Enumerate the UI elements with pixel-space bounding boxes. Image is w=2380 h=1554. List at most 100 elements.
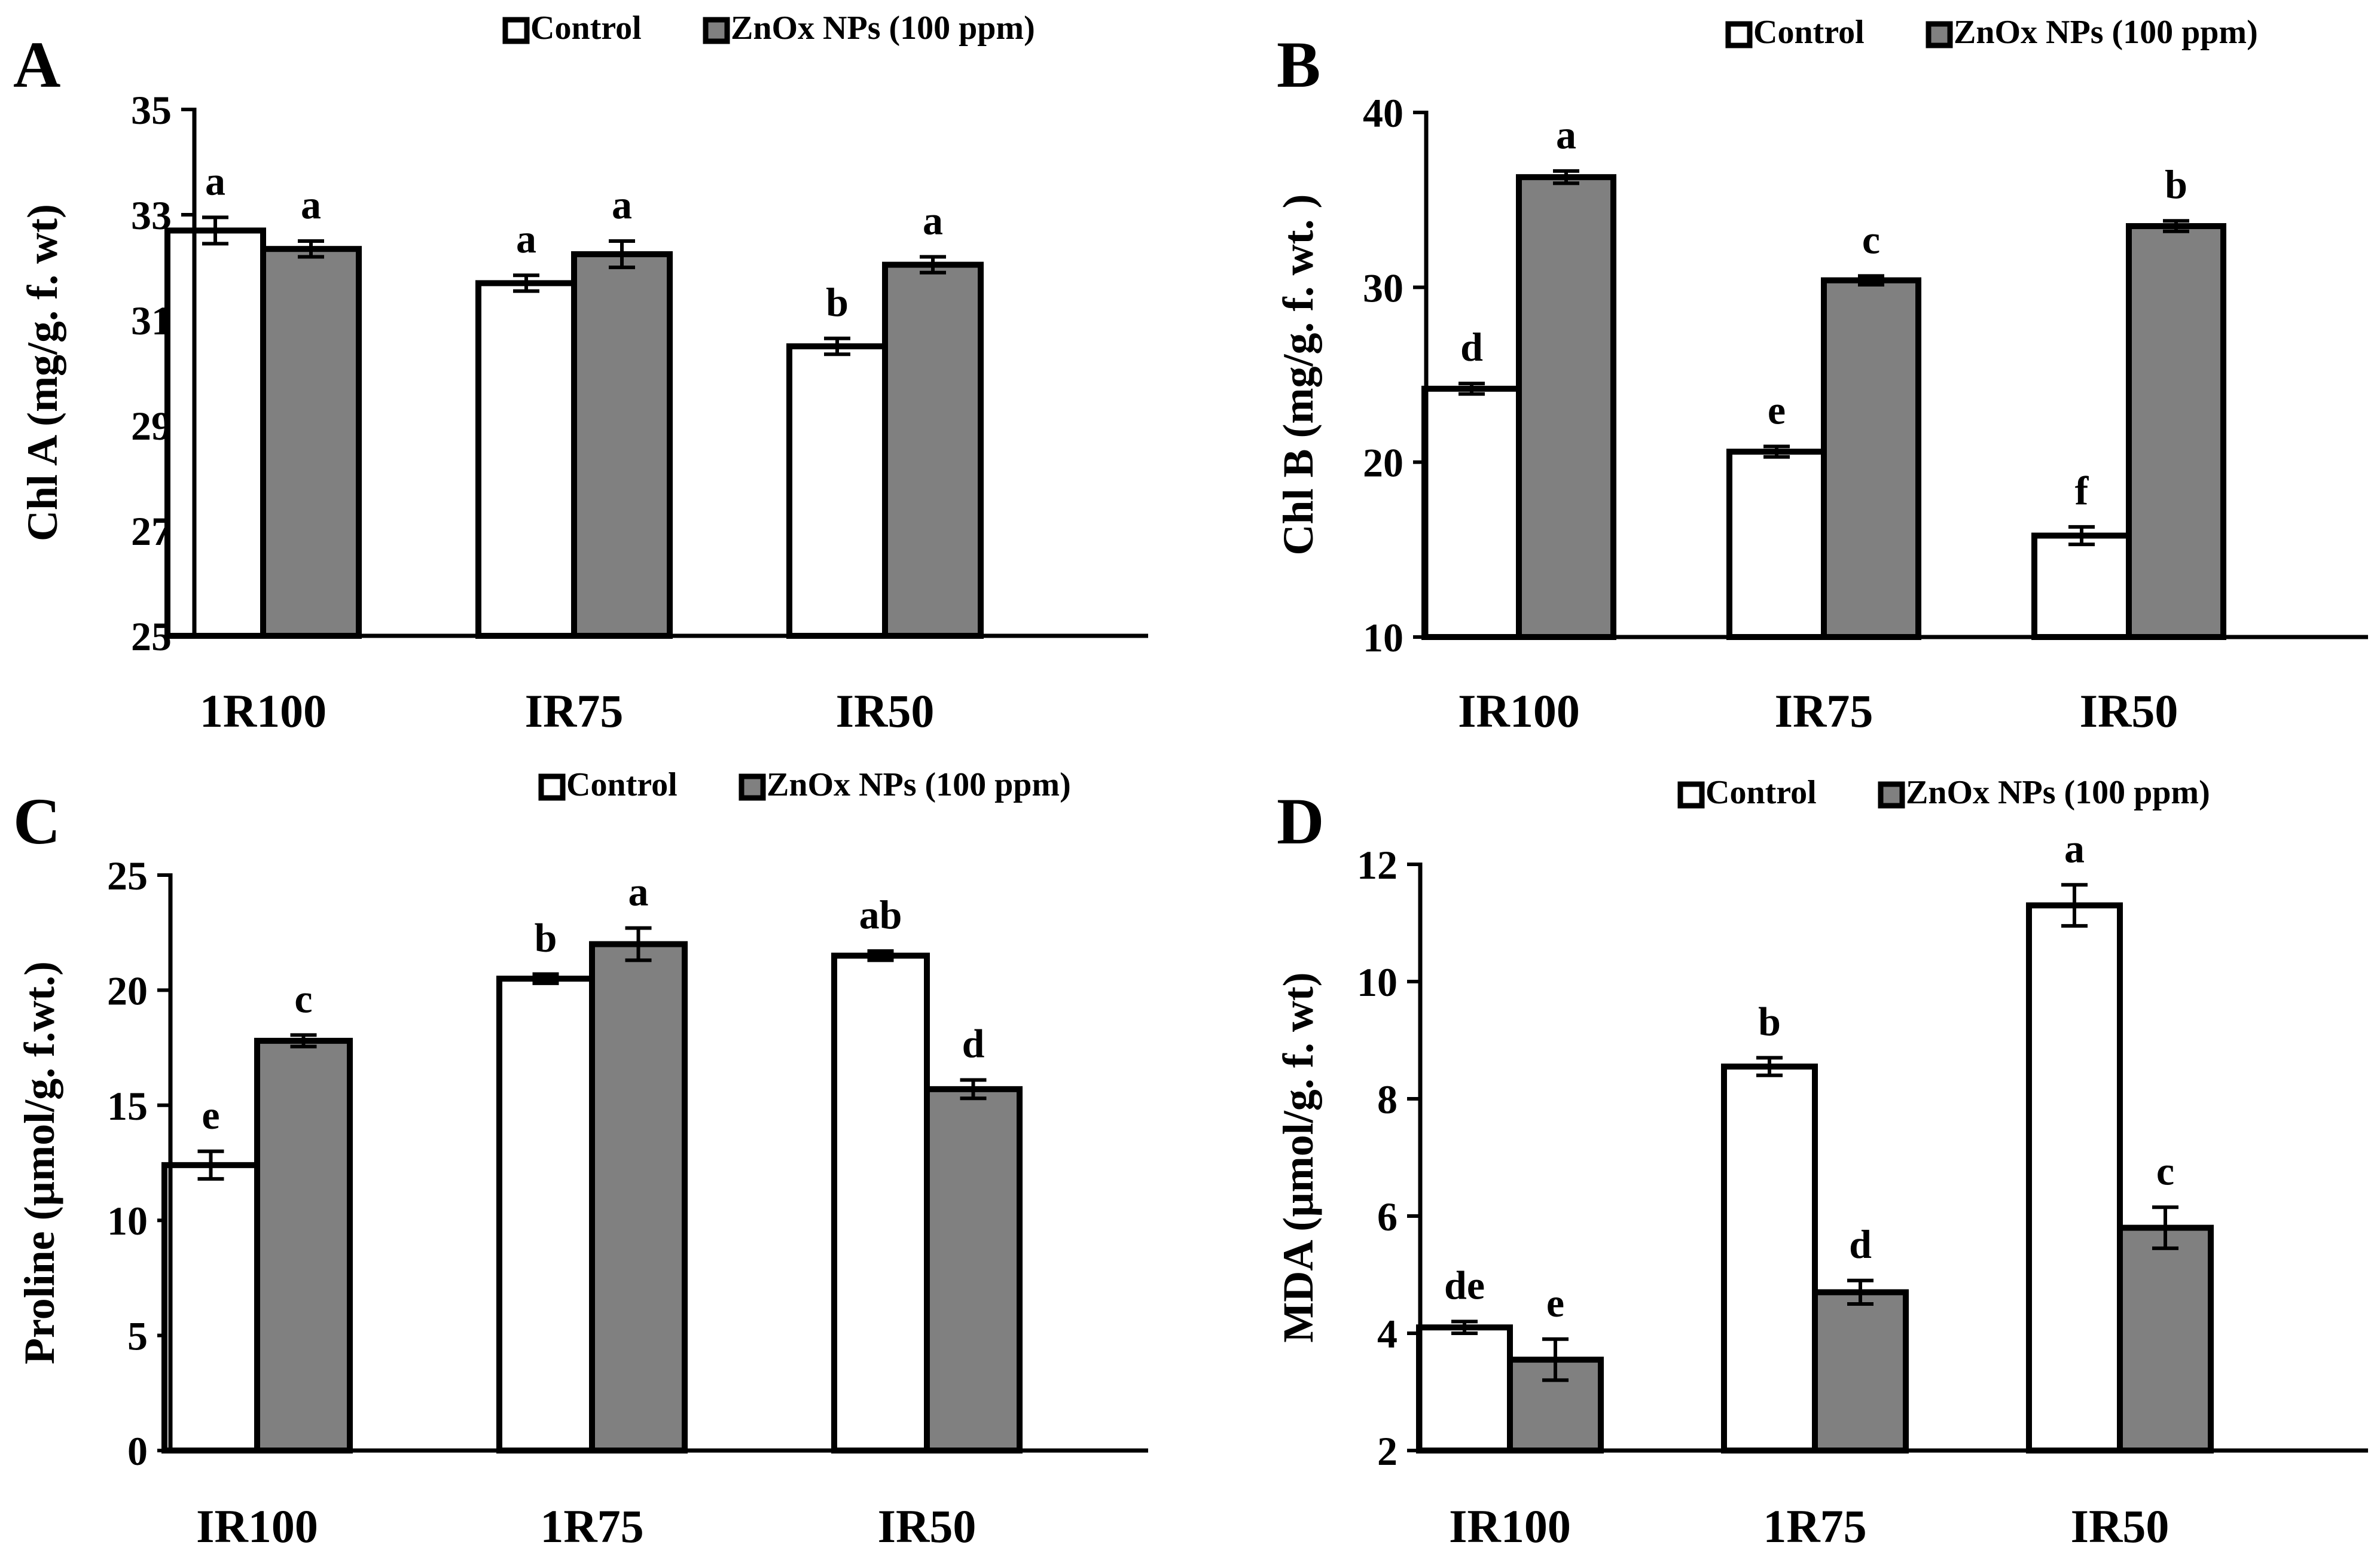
chart-panel-d: D Control ZnOx NPs (100 ppm) MDA (µmol/g. f… xyxy=(1274,774,2368,1552)
y-tick-label: 25 xyxy=(107,853,148,898)
x-tick-label: 1R75 xyxy=(1763,1500,1866,1552)
significance-letter: b xyxy=(826,279,849,325)
y-tick-label: 10 xyxy=(1357,959,1398,1005)
legend-label-control: Control xyxy=(1753,14,1865,51)
bar-control xyxy=(1721,1064,1818,1454)
panel-letter: B xyxy=(1277,28,1320,101)
legend-swatch-control xyxy=(538,773,566,801)
bar-treated xyxy=(1821,277,1921,640)
bar-control xyxy=(786,343,888,639)
significance-letter: e xyxy=(202,1092,219,1138)
bar-control xyxy=(1421,385,1522,640)
y-tick-label: 15 xyxy=(107,1083,148,1129)
y-tick-label: 20 xyxy=(107,968,148,1013)
x-tick-label: IR75 xyxy=(525,685,624,737)
panel-letter: A xyxy=(13,28,60,101)
significance-letter: a xyxy=(612,182,632,227)
y-tick-label: 20 xyxy=(1363,440,1403,486)
significance-letter: d xyxy=(962,1020,985,1066)
legend-swatch-treated xyxy=(1878,781,1905,809)
significance-letter: a xyxy=(1556,112,1576,157)
panel-letter: D xyxy=(1277,785,1324,858)
bar-treated xyxy=(924,1086,1023,1454)
bar-control xyxy=(161,1162,260,1454)
significance-letter: a xyxy=(516,216,536,261)
x-tick-label: IR100 xyxy=(196,1500,318,1552)
legend-label-treated: ZnOx NPs (100 ppm) xyxy=(1906,774,2210,811)
significance-letter: c xyxy=(2156,1148,2174,1193)
bar-control xyxy=(475,280,577,639)
significance-letter: d xyxy=(1849,1221,1872,1267)
chart-panel-a: A Control ZnOx NPs (100 ppm) Chl A (mg/g. f… xyxy=(13,10,1148,737)
bar-control xyxy=(2026,902,2123,1454)
bar-control xyxy=(831,952,930,1454)
legend-label-treated: ZnOx NPs (100 ppm) xyxy=(767,766,1071,803)
legend-swatch-treated xyxy=(703,17,730,44)
bar-treated xyxy=(882,261,984,639)
x-tick-label: IR50 xyxy=(878,1500,977,1552)
x-tick-label: IR75 xyxy=(1775,685,1874,737)
y-tick-label: 40 xyxy=(1363,90,1403,136)
significance-letter: e xyxy=(1546,1280,1564,1326)
significance-letter: a xyxy=(628,869,649,915)
y-tick-label: 6 xyxy=(1377,1194,1398,1239)
significance-letter: b xyxy=(2165,162,2187,207)
bar-treated xyxy=(254,1038,353,1454)
legend-swatch-control xyxy=(1677,781,1705,809)
y-tick-label: 0 xyxy=(127,1428,148,1474)
significance-letter: b xyxy=(1758,998,1781,1044)
significance-letter: a xyxy=(923,197,943,243)
chart-panel-b: B Control ZnOx NPs (100 ppm) Chl B (mg/g. f… xyxy=(1274,14,2368,737)
significance-letter: e xyxy=(1768,387,1786,432)
bar-treated xyxy=(260,246,362,639)
y-tick-label: 12 xyxy=(1357,842,1398,888)
legend-label-treated: ZnOx NPs (100 ppm) xyxy=(731,10,1035,47)
legend-swatch-treated xyxy=(739,773,766,801)
significance-letter: f xyxy=(2075,468,2089,513)
bar-treated xyxy=(2126,223,2226,640)
y-tick-label: 2 xyxy=(1377,1428,1398,1474)
y-tick-label: 4 xyxy=(1377,1311,1398,1357)
bar-control xyxy=(1416,1324,1513,1454)
significance-letter: a xyxy=(2064,825,2085,871)
significance-letter: c xyxy=(294,976,312,1021)
bar-treated xyxy=(1812,1289,1909,1454)
significance-letter: b xyxy=(535,915,557,960)
y-tick-label: 35 xyxy=(131,87,172,133)
x-tick-label: IR50 xyxy=(2071,1500,2170,1552)
bar-control xyxy=(164,227,266,639)
legend-swatch-control xyxy=(502,17,530,44)
y-axis-title: Chl B (mg/g. f. wt. ) xyxy=(1274,194,1322,556)
chart-panel-c: C Control ZnOx NPs (100 ppm) Proline (µmol/… xyxy=(13,766,1148,1552)
x-tick-label: 1R75 xyxy=(540,1500,643,1552)
x-tick-label: IR50 xyxy=(836,685,935,737)
x-tick-label: IR100 xyxy=(1458,685,1580,737)
y-tick-label: 10 xyxy=(107,1198,148,1244)
significance-letter: d xyxy=(1460,324,1483,370)
y-tick-label: 30 xyxy=(1363,265,1403,310)
significance-letter: a xyxy=(301,182,321,227)
y-axis-title: Chl A (mg/g. f. wt) xyxy=(19,204,66,541)
legend-label-control: Control xyxy=(530,10,642,47)
y-axis-title: Proline (µmol/g. f.wt.) xyxy=(16,961,63,1364)
significance-letter: c xyxy=(1862,217,1880,262)
legend-label-control: Control xyxy=(1705,774,1817,811)
legend-swatch-treated xyxy=(1926,21,1953,48)
bar-treated xyxy=(1516,174,1616,640)
bar-control xyxy=(1726,449,1827,640)
bar-treated xyxy=(589,941,688,1454)
bar-control xyxy=(496,976,595,1454)
y-tick-label: 10 xyxy=(1363,615,1403,660)
legend-swatch-control xyxy=(1725,21,1753,48)
panel-letter: C xyxy=(13,785,60,858)
bar-treated xyxy=(571,251,673,639)
legend-label-treated: ZnOx NPs (100 ppm) xyxy=(1954,14,2258,51)
legend-label-control: Control xyxy=(566,766,678,803)
x-tick-label: 1R100 xyxy=(200,685,327,737)
y-tick-label: 5 xyxy=(127,1314,148,1359)
y-tick-label: 8 xyxy=(1377,1077,1398,1122)
bar-treated xyxy=(2117,1224,2214,1454)
bar-control xyxy=(2031,532,2132,640)
